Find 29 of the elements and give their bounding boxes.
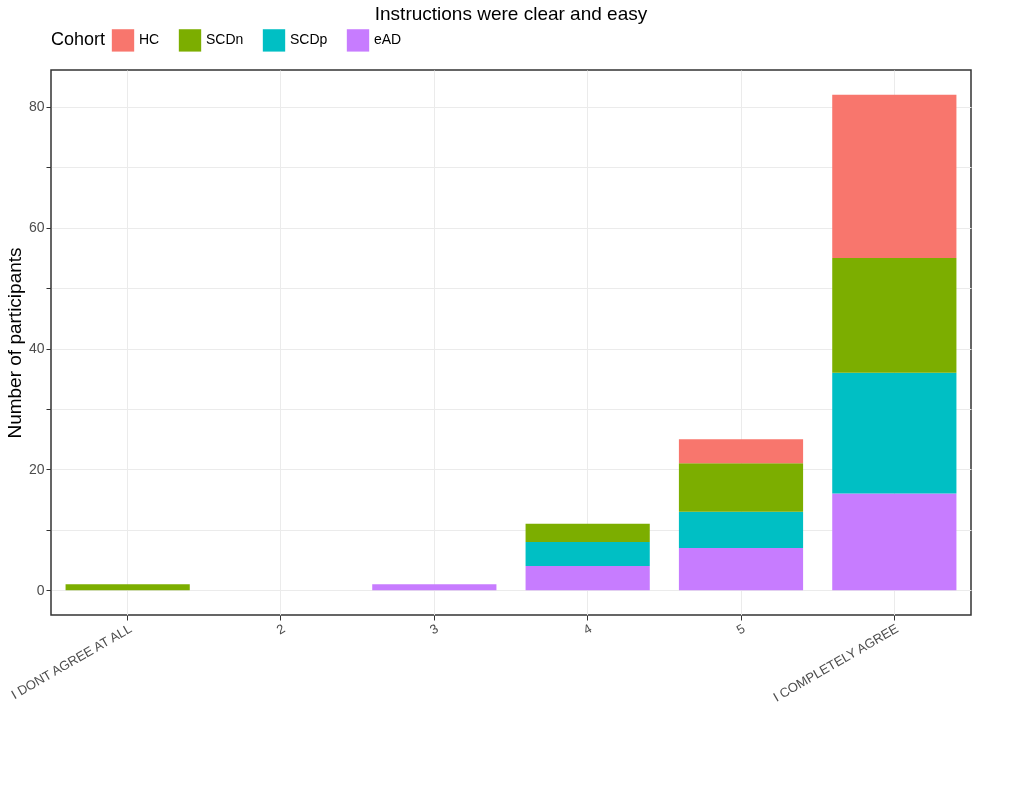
bar	[525, 541, 650, 567]
y-tick-label: 0	[36, 581, 45, 598]
bar	[525, 566, 650, 591]
bar	[832, 493, 957, 591]
bar	[678, 547, 804, 591]
bar	[525, 523, 650, 542]
bar	[372, 584, 497, 591]
chart-title: Instructions were clear and easy	[374, 3, 648, 24]
legend-label: eAD	[374, 31, 402, 48]
y-axis-title: Number of participants	[3, 247, 25, 439]
x-tick-label: 4	[580, 620, 595, 638]
legend-title: Cohort	[51, 29, 106, 49]
x-tick-label: 2	[273, 620, 288, 638]
x-tick-label: 3	[427, 620, 441, 638]
bar	[832, 257, 957, 373]
bar	[678, 463, 804, 512]
y-tick-label: 80	[28, 98, 45, 115]
bar	[832, 94, 957, 258]
y-tick-label: 20	[28, 460, 45, 477]
x-tick-label: 5	[733, 620, 748, 638]
y-tick-label: 60	[28, 219, 45, 236]
bar	[678, 439, 804, 464]
legend-label: SCDp	[290, 31, 328, 48]
bar	[832, 372, 957, 494]
legend-label: SCDn	[206, 31, 244, 48]
bar	[678, 511, 804, 548]
legend-label: HC	[139, 31, 160, 48]
y-tick-label: 40	[28, 340, 45, 357]
bar	[65, 584, 190, 591]
